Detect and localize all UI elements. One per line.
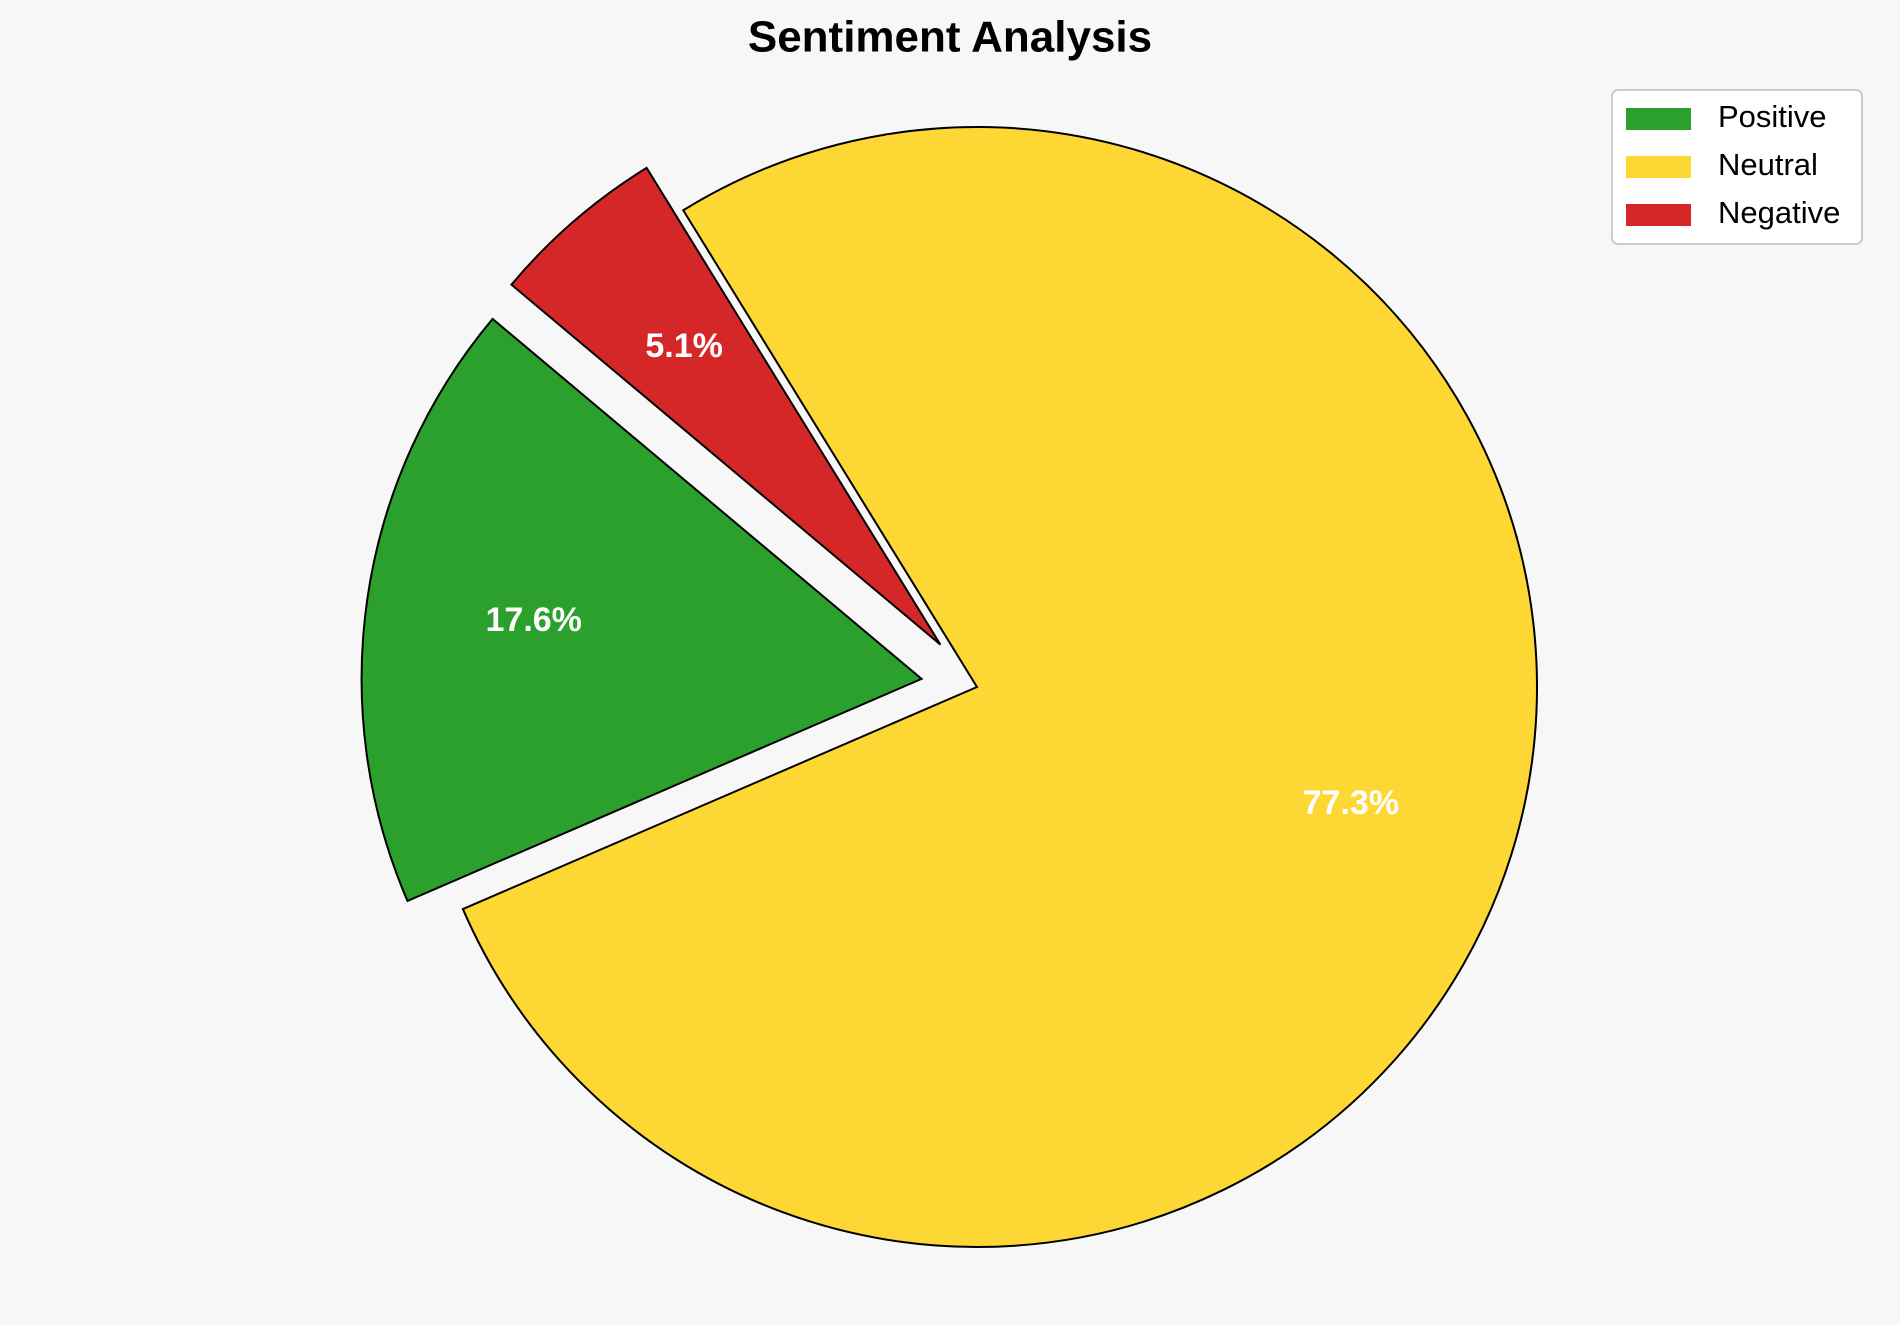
slice-label: 5.1%	[645, 327, 723, 365]
legend-label: Neutral	[1718, 147, 1818, 182]
pie-slice	[360, 317, 924, 903]
legend-swatch	[1626, 204, 1691, 226]
pie-slice	[510, 166, 942, 646]
chart-title: Sentiment Analysis	[748, 13, 1152, 62]
legend-swatch	[1626, 156, 1691, 178]
legend-swatch	[1626, 108, 1691, 130]
slice-label: 77.3%	[1303, 784, 1399, 822]
pie-slice	[461, 126, 1538, 1248]
legend-label: Negative	[1718, 195, 1840, 230]
slice-label: 17.6%	[486, 601, 582, 639]
legend-label: Positive	[1718, 99, 1827, 134]
